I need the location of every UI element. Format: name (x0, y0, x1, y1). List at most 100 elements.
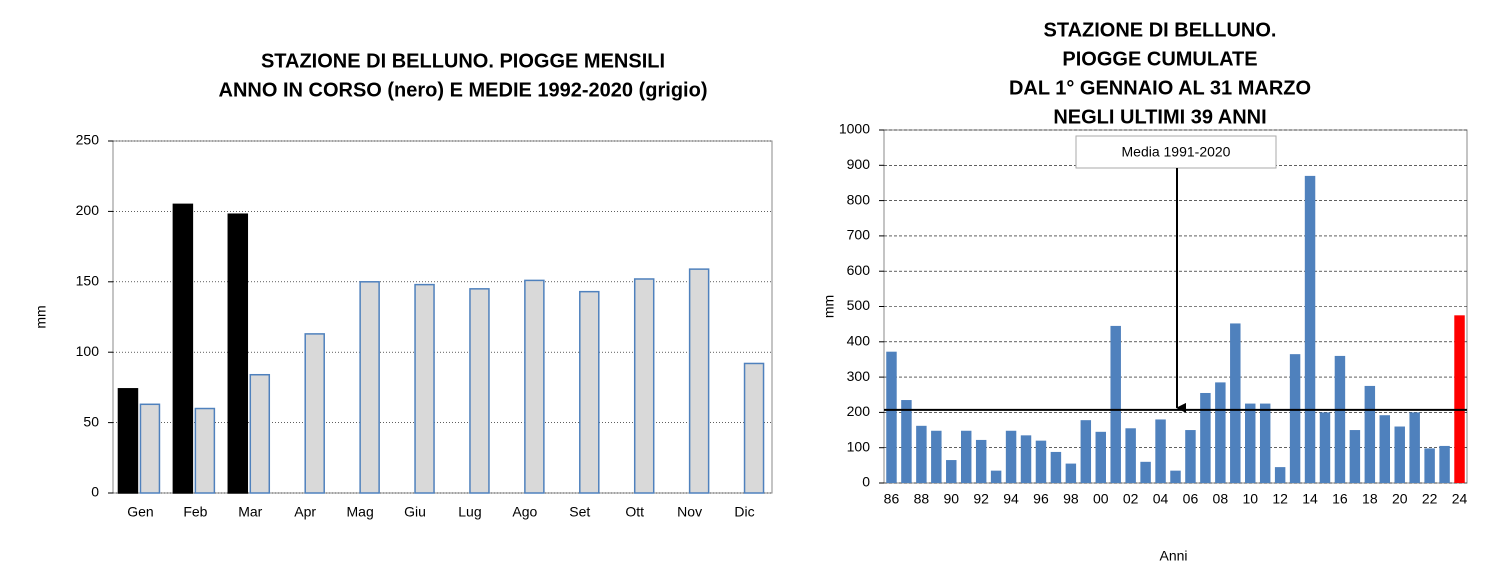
bar (1020, 435, 1032, 483)
x-tick-label: Giu (404, 504, 426, 520)
bar (946, 460, 957, 483)
chart-title: PIOGGE CUMULATE (1062, 48, 1257, 70)
bar (1274, 467, 1286, 483)
plot-area (112, 140, 773, 494)
bar (227, 213, 249, 494)
y-tick-label: 800 (847, 191, 871, 207)
x-tick-label: 98 (1063, 491, 1079, 507)
y-tick-label: 900 (847, 156, 871, 172)
bar (633, 278, 655, 494)
bar (990, 470, 1002, 483)
y-tick-label: 0 (862, 474, 870, 490)
bar (194, 407, 216, 494)
bar (931, 430, 942, 483)
y-tick-label: 50 (83, 413, 99, 429)
x-tick-label: Mar (238, 504, 262, 520)
bar (469, 288, 490, 494)
x-axis-label: Anni (1159, 548, 1187, 564)
bar (1259, 403, 1271, 483)
x-tick-label: Dic (734, 504, 754, 520)
x-tick-label: 14 (1302, 491, 1318, 507)
bar (1379, 415, 1391, 483)
x-tick-label: 86 (884, 491, 900, 507)
x-tick-label: Ott (625, 504, 644, 520)
x-tick-label: Set (569, 504, 590, 520)
bar (359, 281, 380, 494)
bar (1245, 403, 1256, 483)
x-tick-label: 20 (1392, 491, 1408, 507)
bar (688, 268, 710, 494)
bar (1065, 463, 1077, 483)
chart-title: STAZIONE DI BELLUNO. (1044, 19, 1277, 41)
x-tick-label: 00 (1093, 491, 1109, 507)
x-tick-label: 12 (1272, 491, 1288, 507)
bar (1334, 355, 1346, 483)
x-tick-label: 08 (1213, 491, 1229, 507)
y-tick-label: 0 (91, 484, 99, 500)
bar (886, 351, 897, 483)
x-tick-label: 16 (1332, 491, 1348, 507)
bar (743, 362, 765, 494)
x-tick-label: 88 (914, 491, 930, 507)
x-tick-label: 90 (943, 491, 959, 507)
chart-title: STAZIONE DI BELLUNO. PIOGGE MENSILI (261, 50, 665, 72)
x-tick-label: 02 (1123, 491, 1139, 507)
y-tick-label: 300 (847, 368, 871, 384)
x-tick-label: 04 (1153, 491, 1169, 507)
bar (1140, 461, 1151, 483)
bar (901, 400, 912, 483)
bar (975, 439, 987, 483)
x-tick-label: 94 (1003, 491, 1019, 507)
bar (1155, 419, 1166, 483)
x-tick-label: 96 (1033, 491, 1049, 507)
bar (1439, 445, 1450, 483)
y-tick-label: 500 (847, 297, 871, 313)
x-tick-label: Ago (512, 504, 537, 520)
bar (1005, 430, 1017, 483)
bar (1319, 412, 1331, 483)
bar (1215, 382, 1226, 483)
bar (1349, 430, 1361, 483)
y-tick-label: 200 (847, 403, 871, 419)
bar (1454, 315, 1465, 483)
bar (1200, 392, 1211, 483)
annotation: Media 1991-2020 (1122, 144, 1231, 160)
x-tick-label: Feb (183, 504, 207, 520)
bar (249, 373, 271, 494)
y-axis-label: mm (33, 305, 49, 328)
bar (1095, 431, 1106, 483)
y-tick-label: 100 (847, 438, 871, 454)
y-tick-label: 200 (76, 202, 100, 218)
bar (1080, 420, 1092, 483)
x-tick-label: 18 (1362, 491, 1378, 507)
y-tick-label: 150 (76, 273, 100, 289)
x-tick-label: Apr (294, 504, 316, 520)
bar (1050, 451, 1062, 483)
bar (1230, 323, 1241, 483)
bar (1289, 354, 1301, 483)
bar (960, 430, 972, 483)
bar (1394, 426, 1405, 483)
x-tick-label: Gen (127, 504, 153, 520)
x-tick-label: 92 (973, 491, 989, 507)
bar (1364, 385, 1376, 483)
x-tick-label: 06 (1183, 491, 1199, 507)
bar (1185, 430, 1196, 483)
chart-title: NEGLI ULTIMI 39 ANNI (1053, 106, 1266, 128)
x-tick-label: 10 (1242, 491, 1258, 507)
bar (117, 388, 139, 494)
y-axis-label: mm (821, 295, 837, 318)
y-tick-label: 250 (76, 132, 100, 148)
bar (139, 403, 161, 494)
y-tick-label: 400 (847, 333, 871, 349)
bar (1424, 448, 1435, 483)
chart-title: ANNO IN CORSO (nero) E MEDIE 1992-2020 (… (219, 79, 708, 101)
x-tick-label: 24 (1452, 491, 1468, 507)
bar (1035, 440, 1047, 483)
y-tick-label: 100 (76, 343, 100, 359)
bar (304, 333, 325, 494)
y-tick-label: 700 (847, 227, 871, 243)
bar (524, 279, 545, 494)
bar (916, 425, 927, 483)
